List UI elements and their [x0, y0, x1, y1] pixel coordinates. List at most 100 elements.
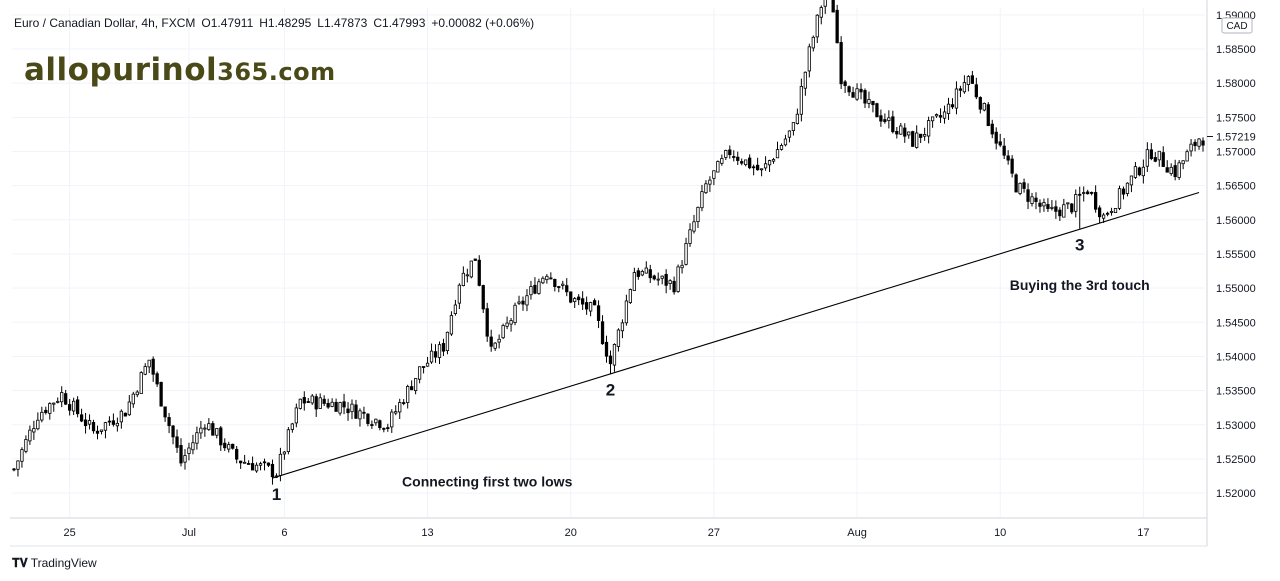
candle-body — [52, 402, 56, 405]
candle-body — [1181, 160, 1185, 165]
candle-body — [1153, 157, 1157, 162]
candle-body — [350, 403, 354, 413]
candle-body — [1086, 191, 1090, 195]
candle-body — [147, 359, 151, 368]
candle-body — [553, 278, 557, 288]
x-tick-label: 13 — [421, 527, 433, 539]
candle-body — [131, 393, 135, 405]
candle-body — [199, 427, 203, 434]
candle-body — [16, 460, 20, 470]
y-tick-label: 1.52000 — [1216, 488, 1256, 500]
candle-body — [807, 46, 811, 72]
candle-body — [219, 427, 223, 446]
candle-body — [417, 366, 422, 380]
candle-body — [628, 289, 633, 303]
candle-body — [736, 156, 740, 161]
candle-body — [942, 111, 947, 119]
candle-body — [1018, 182, 1022, 194]
candle-body — [775, 149, 780, 159]
candle-body — [370, 424, 374, 426]
open-value: O1.47911 — [201, 16, 254, 30]
candle-body — [123, 412, 127, 417]
candle-body — [946, 103, 951, 114]
candle-body — [493, 342, 497, 349]
low-value: L1.47873 — [317, 16, 368, 30]
candle-body — [477, 259, 481, 286]
candle-body — [1066, 202, 1070, 205]
candle-body — [847, 86, 851, 93]
candle-body — [12, 468, 16, 471]
candle-body — [632, 272, 636, 291]
candle-body — [72, 400, 76, 412]
currency-label: CAD — [1226, 21, 1247, 32]
candle-body — [1038, 202, 1042, 207]
candle-body — [421, 366, 426, 368]
last-price-label: 1.57219 — [1216, 132, 1256, 144]
candle-body — [453, 304, 458, 314]
candle-body — [581, 298, 585, 305]
candle-body — [771, 159, 776, 162]
y-tick-label: 1.56500 — [1216, 181, 1256, 193]
candle-body — [258, 463, 263, 466]
candle-body — [64, 393, 68, 405]
y-tick-label: 1.56000 — [1216, 215, 1256, 227]
candle-body — [732, 156, 736, 158]
candle-body — [887, 117, 891, 121]
trendline — [272, 191, 1200, 479]
candle-body — [883, 119, 887, 122]
touch-label-3: 3 — [1075, 236, 1084, 255]
candle-body — [541, 277, 545, 284]
candle-body — [521, 300, 525, 305]
candle-body — [215, 428, 219, 436]
x-tick-label: 20 — [565, 527, 577, 539]
candle-body — [282, 451, 287, 455]
candle-body — [1070, 203, 1074, 213]
candle-body — [362, 411, 366, 414]
currency-box — [1221, 17, 1253, 34]
y-tick-label: 1.55000 — [1216, 283, 1256, 295]
candle-body — [183, 455, 187, 463]
candle-body — [91, 422, 96, 432]
watermark-logo: allopurinol365.com — [24, 52, 336, 88]
candle-body — [990, 123, 994, 135]
candle-body — [934, 114, 939, 117]
candle-body — [958, 88, 963, 91]
candle-body — [250, 463, 255, 471]
candle-body — [505, 322, 509, 327]
candle-body — [744, 159, 748, 166]
candle-body — [1094, 192, 1098, 210]
candle-body — [899, 125, 903, 135]
candle-body — [32, 428, 36, 433]
candle-body — [819, 7, 823, 18]
candle-body — [1101, 214, 1106, 219]
candle-body — [1097, 207, 1102, 218]
candle-body — [437, 344, 442, 358]
tradingview-branding[interactable]: 𝐓𝐕 TradingView — [12, 556, 97, 571]
candle-body — [1002, 145, 1006, 156]
candle-body — [322, 398, 326, 404]
candle-body — [410, 386, 414, 391]
candle-body — [907, 131, 911, 136]
candle-body — [187, 447, 191, 454]
candle-body — [211, 423, 215, 436]
candle-body — [449, 315, 454, 335]
candle-body — [75, 399, 80, 415]
candle-body — [1133, 166, 1138, 178]
candle-body — [1014, 174, 1018, 193]
candle-body — [1105, 212, 1110, 215]
candle-body — [195, 432, 199, 444]
candle-body — [1058, 209, 1062, 217]
y-tick-label: 1.52500 — [1216, 454, 1256, 466]
candle-body — [592, 300, 597, 306]
candle-body — [962, 82, 967, 93]
candle-body — [672, 280, 676, 293]
y-tick-label: 1.57000 — [1216, 146, 1256, 158]
candle-body — [203, 427, 207, 430]
candle-body — [266, 462, 271, 466]
candle-body — [99, 429, 104, 432]
candle-body — [545, 275, 549, 281]
candle-body — [457, 284, 462, 304]
candle-body — [724, 150, 728, 158]
candle-body — [871, 100, 875, 106]
